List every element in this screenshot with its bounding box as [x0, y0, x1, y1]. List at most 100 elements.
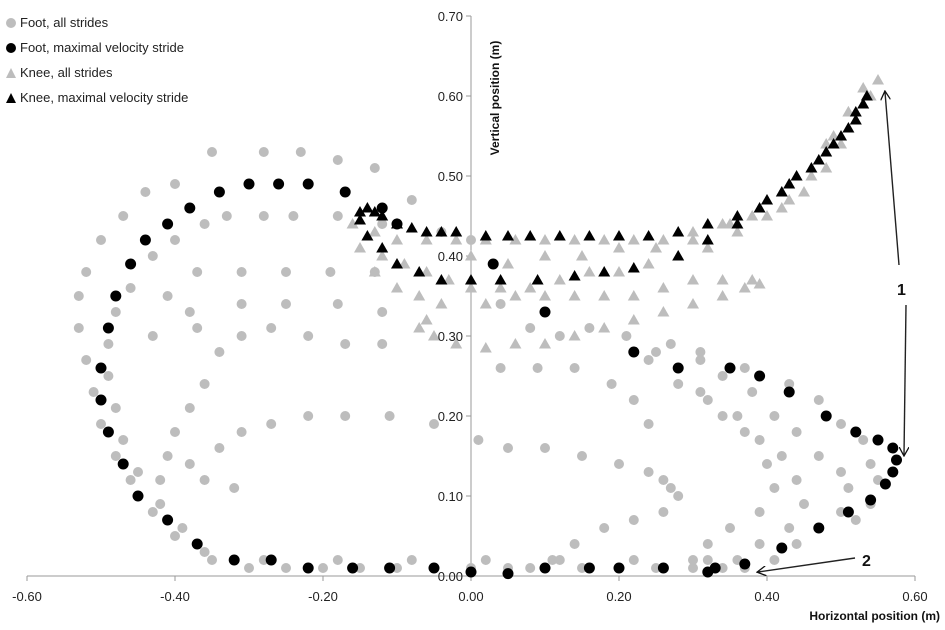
data-point: [428, 330, 440, 341]
data-point: [583, 230, 596, 241]
data-point: [465, 282, 477, 293]
data-point: [207, 555, 217, 565]
data-point: [539, 306, 551, 318]
data-point: [494, 274, 507, 285]
data-point: [627, 234, 640, 245]
data-point: [584, 323, 595, 333]
data-point: [479, 230, 492, 241]
data-point: [701, 234, 714, 245]
data-point: [820, 162, 833, 173]
data-point: [598, 266, 611, 277]
data-point: [657, 282, 670, 293]
data-point: [687, 226, 699, 237]
data-point: [450, 226, 463, 237]
data-point: [244, 563, 254, 573]
data-point: [184, 307, 195, 317]
data-point: [553, 230, 566, 241]
data-point: [110, 451, 121, 461]
data-point: [879, 478, 891, 490]
black-circle-icon: [6, 42, 16, 53]
data-point: [103, 339, 114, 349]
data-point: [568, 270, 581, 281]
data-point: [702, 395, 713, 405]
data-point: [539, 234, 551, 245]
data-point: [716, 290, 729, 301]
arrow-2: [758, 557, 856, 572]
data-point: [479, 342, 492, 353]
data-point: [642, 258, 655, 269]
data-point: [81, 267, 92, 277]
data-point: [140, 187, 151, 197]
data-point: [155, 475, 166, 485]
data-point: [487, 258, 499, 270]
data-point: [376, 242, 389, 253]
data-point: [332, 299, 343, 309]
data-point: [102, 322, 114, 334]
data-point: [849, 114, 862, 125]
data-point: [502, 568, 514, 580]
data-point: [392, 563, 402, 573]
data-point: [754, 370, 766, 382]
data-point: [155, 499, 166, 509]
data-point: [858, 435, 869, 445]
data-point: [118, 435, 129, 445]
data-point: [199, 379, 210, 389]
data-point: [717, 411, 728, 421]
data-point: [627, 290, 640, 301]
data-point: [731, 226, 744, 237]
data-point: [813, 522, 825, 534]
data-point: [820, 410, 832, 422]
data-point: [701, 242, 714, 253]
data-point: [413, 322, 426, 333]
data-point: [413, 266, 426, 277]
annotation-label-2: 2: [862, 553, 871, 570]
data-point: [613, 266, 625, 277]
data-point: [568, 234, 581, 245]
annotation-label-1: 1: [897, 282, 906, 299]
gray-circle-icon: [6, 17, 16, 28]
data-point: [376, 202, 388, 214]
data-point: [820, 146, 833, 157]
data-point: [391, 282, 403, 293]
data-point: [613, 242, 625, 253]
data-point: [627, 314, 640, 325]
data-point: [325, 267, 336, 277]
data-point: [435, 226, 448, 237]
data-point: [857, 98, 870, 109]
data-point: [790, 170, 803, 181]
data-point: [266, 323, 277, 333]
data-point: [805, 162, 818, 173]
data-point: [73, 291, 84, 301]
data-point: [568, 290, 581, 301]
data-point: [651, 563, 661, 573]
data-point: [258, 555, 269, 565]
data-point: [509, 290, 522, 301]
data-point: [547, 555, 558, 565]
data-point: [599, 523, 610, 533]
data-point: [687, 298, 699, 309]
data-point: [738, 282, 751, 293]
y-tick-label: 0.30: [438, 329, 463, 344]
data-point: [688, 563, 698, 573]
data-point: [465, 250, 477, 261]
data-point: [613, 230, 625, 241]
x-tick-label: -0.40: [160, 589, 190, 604]
data-point: [753, 278, 766, 289]
data-point: [754, 539, 765, 549]
data-point: [554, 555, 565, 565]
data-point: [207, 147, 217, 157]
data-point: [125, 283, 136, 293]
data-point: [125, 258, 137, 270]
data-point: [214, 347, 225, 357]
data-point: [147, 251, 158, 261]
data-point: [553, 274, 566, 285]
data-point: [354, 214, 366, 225]
data-point: [783, 386, 795, 398]
data-point: [332, 555, 343, 565]
x-tick-label: 0.00: [458, 589, 483, 604]
data-point: [598, 322, 611, 333]
data-point: [657, 234, 670, 245]
data-point: [376, 250, 389, 261]
x-ticks: -0.60 -0.40 -0.20 0.00 0.20 0.40 0.60: [12, 576, 928, 604]
data-point: [199, 475, 210, 485]
